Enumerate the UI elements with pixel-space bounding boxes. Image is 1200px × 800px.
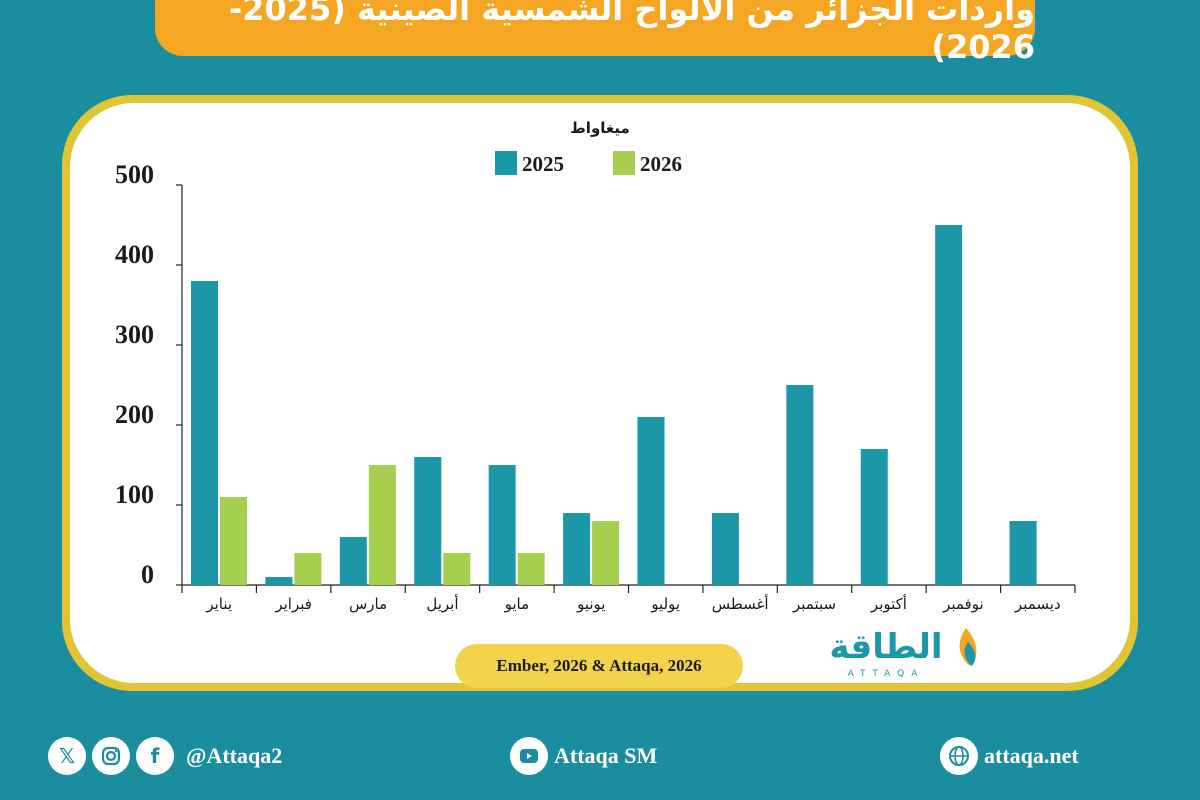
- legend-swatch-2025: [495, 151, 517, 175]
- logo-arabic-text: الطاقة: [829, 627, 942, 667]
- instagram-icon[interactable]: [92, 737, 130, 775]
- x-tick-label: يناير: [205, 595, 232, 613]
- bar-2025-5: [488, 465, 516, 585]
- chart-svg: 0 100 200 300 400 500 يناير فبراير مارس أبريل مايو…: [115, 119, 1076, 613]
- x-tick-label: سبتمبر: [792, 595, 836, 613]
- legend-label-2025: 2025: [522, 152, 564, 176]
- unit-label: ميغاواط: [570, 119, 630, 137]
- bar-2026-3: [368, 465, 396, 585]
- bar-2026-2: [294, 553, 322, 585]
- youtube-icon: [510, 737, 548, 775]
- x-tick-label: أكتوبر: [870, 594, 907, 613]
- bar-2026-1: [220, 497, 247, 585]
- y-tick-label: 200: [115, 400, 154, 429]
- bar-2025-6: [563, 513, 591, 585]
- logo-drop-icon: [964, 642, 976, 666]
- footer: 𝕏 f @Attaqa2 Attaqa SM attaqa.net: [0, 728, 1200, 788]
- title-banner: واردات الجزائر من الألواح الشمسية الصيني…: [155, 0, 1035, 66]
- source-label: Ember, 2026 & Attaqa, 2026: [455, 644, 743, 688]
- x-icon[interactable]: 𝕏: [48, 737, 86, 775]
- social-handle[interactable]: @Attaqa2: [186, 743, 283, 768]
- bar-2025-10: [860, 449, 888, 585]
- y-tick-label: 0: [141, 560, 154, 589]
- bar-2025-2: [265, 577, 293, 585]
- x-tick-label: مايو: [504, 595, 530, 613]
- y-tick-label: 500: [115, 160, 154, 189]
- globe-icon: [940, 737, 978, 775]
- logo-latin-text: ATTAQA: [848, 669, 925, 679]
- website-link[interactable]: attaqa.net: [940, 728, 1079, 784]
- bar-2025-12: [1009, 521, 1037, 585]
- y-tick-label: 400: [115, 240, 154, 269]
- attaqa-logo: الطاقة ATTAQA: [829, 627, 977, 679]
- x-tick-label: أبريل: [426, 594, 458, 613]
- legend-label-2026: 2026: [640, 152, 682, 176]
- youtube-label: Attaqa SM: [554, 743, 658, 768]
- x-tick-label: أغسطس: [712, 594, 769, 613]
- x-tick-label: نوفمبر: [942, 595, 984, 613]
- bar-2025-4: [414, 457, 442, 585]
- x-tick-label: مارس: [349, 595, 387, 613]
- y-tick-label: 300: [115, 320, 154, 349]
- y-tick-label: 100: [115, 480, 154, 509]
- chart-card: 0 100 200 300 400 500 يناير فبراير مارس أبريل مايو…: [70, 103, 1130, 683]
- bar-2026-6: [592, 521, 620, 585]
- x-tick-label: فبراير: [274, 595, 312, 613]
- x-tick-label: يوليو: [650, 595, 680, 613]
- x-tick-label: يونيو: [576, 595, 605, 613]
- website-label: attaqa.net: [984, 743, 1079, 768]
- bar-2026-4: [443, 553, 471, 585]
- chart-title: واردات الجزائر من الألواح الشمسية الصيني…: [228, 0, 1035, 66]
- facebook-icon[interactable]: f: [136, 737, 174, 775]
- bar-2025-9: [786, 385, 814, 585]
- bar-2025-3: [339, 537, 367, 585]
- x-tick-label: ديسمبر: [1014, 595, 1061, 613]
- bar-2025-8: [711, 513, 739, 585]
- legend-swatch-2026: [613, 151, 635, 175]
- bar-2025-7: [637, 417, 665, 585]
- youtube-link[interactable]: Attaqa SM: [510, 728, 657, 784]
- bar-2025-11: [935, 225, 963, 585]
- bar-2025-1: [191, 281, 218, 585]
- social-links: 𝕏 f @Attaqa2: [48, 728, 282, 784]
- bar-2026-5: [517, 553, 545, 585]
